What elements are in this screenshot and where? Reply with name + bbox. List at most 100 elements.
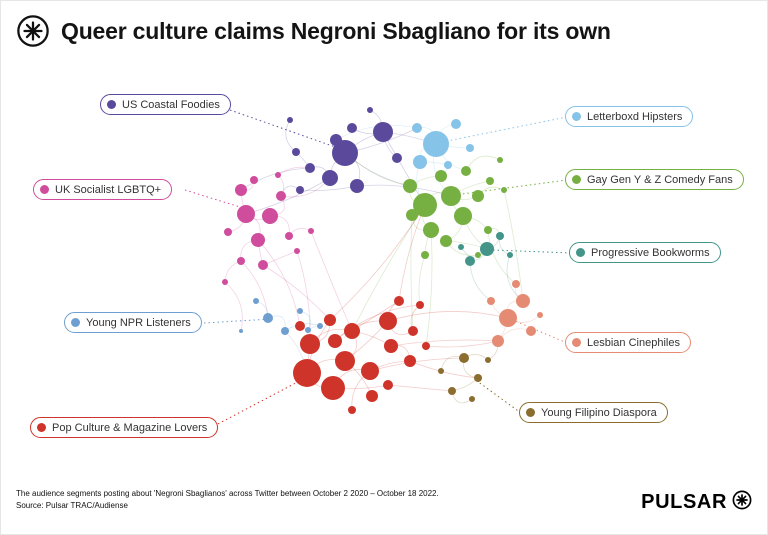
segment-dot [37,423,46,432]
caption: The audience segments posting about 'Neg… [16,488,439,512]
network-edge [240,260,269,319]
network-edge [224,281,243,332]
network-edge [410,214,414,332]
segment-label-pop-culture-magazine-lovers: Pop Culture & Magazine Lovers [30,417,219,438]
segment-label-young-filipino-diaspora: Young Filipino Diaspora [519,402,668,423]
network-node [384,339,398,353]
label-leader-line [446,116,568,142]
network-node [361,362,379,380]
segment-label-us-coastal-foodies: US Coastal Foodies [100,94,231,115]
segment-label-lesbian-cinephiles: Lesbian Cinephiles [565,332,691,353]
segment-label-text: Gay Gen Y & Z Comedy Fans [587,173,733,186]
network-node [422,342,430,350]
network-node [347,123,357,133]
segment-label-letterboxd-hipsters: Letterboxd Hipsters [565,106,694,127]
network-node [367,107,373,113]
network-node [412,123,422,133]
network-node [492,335,504,347]
network-node [335,351,355,371]
network-node [239,329,243,333]
network-edge [262,264,331,321]
network-node [499,309,517,327]
network-node [448,387,456,395]
network-node [222,279,228,285]
network-node [501,187,507,193]
network-node [330,134,342,146]
network-node [512,280,520,288]
network-node [294,248,300,254]
network-node [441,186,461,206]
network-node [293,359,321,387]
network-node [237,205,255,223]
network-edge [334,304,421,342]
network-edge [465,155,501,172]
segment-label-progressive-bookworms: Progressive Bookworms [569,242,721,263]
network-node [472,190,484,202]
network-node [324,314,336,326]
segment-label-text: Young NPR Listeners [86,316,191,329]
network-node [250,176,258,184]
network-node [262,208,278,224]
network-node [276,191,286,201]
segment-label-text: US Coastal Foodies [122,98,220,111]
label-leader-line [203,318,272,324]
pulsar-logo-icon [732,490,752,515]
network-node [416,301,424,309]
network-node [392,153,402,163]
network-edge [425,229,433,347]
segment-label-text: Lesbian Cinephiles [587,336,680,349]
network-node [383,380,393,390]
network-node [438,368,444,374]
network-node [404,355,416,367]
network-node [421,251,429,259]
label-leader-line [229,109,342,150]
network-node [469,396,475,402]
network-node [480,242,494,256]
network-node [251,233,265,247]
network-node [526,326,536,336]
label-leader-line [514,320,568,344]
segment-label-text: Young Filipino Diaspora [541,406,657,419]
segment-dot [576,248,585,257]
network-edge [451,377,479,392]
segment-label-text: Progressive Bookworms [591,246,710,259]
network-node [295,321,305,331]
network-edge [425,340,499,348]
network-node [423,222,439,238]
network-node [458,244,464,250]
network-node [305,327,311,333]
network-edge [418,254,426,306]
network-node [537,312,543,318]
network-node [308,228,314,234]
label-leader-line [213,375,310,427]
label-leader-line [476,380,522,414]
network-edge [245,177,331,215]
network-node [497,157,503,163]
network-edge [387,311,509,322]
segment-dot [572,112,581,121]
network-node [348,406,356,414]
segment-label-gay-gen-y-z-comedy-fans: Gay Gen Y & Z Comedy Fans [565,169,744,190]
network-node [263,313,273,323]
network-node [258,260,268,270]
network-node [413,193,437,217]
network-node [305,163,315,173]
caption-source: Source: Pulsar TRAC/Audiense [16,501,128,510]
network-node [486,177,494,185]
segment-label-uk-socialist-lgbtq: UK Socialist LGBTQ+ [33,179,173,200]
network-edge [469,260,492,302]
network-node [366,390,378,402]
segment-dot [526,408,535,417]
network-node [285,232,293,240]
network-node [459,353,469,363]
network-node [496,232,504,240]
network-edge [240,167,311,191]
network-node [507,252,513,258]
network-node [413,155,427,169]
network-node [440,235,452,247]
network-node [373,122,393,142]
network-node [332,140,358,166]
network-node [451,119,461,129]
